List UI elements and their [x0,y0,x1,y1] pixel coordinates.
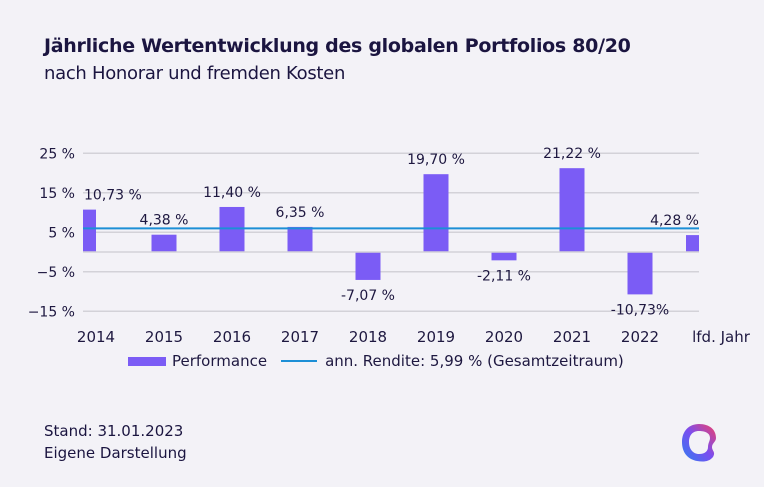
bar-data-label: -7,07 % [341,288,395,304]
bar-data-label: 11,40 % [203,185,261,201]
y-axis-labels: 25 % 15 % 5 % −5 % −15 % [28,146,75,320]
x-tick-label: 2018 [349,328,387,346]
x-tick-label: 2019 [417,328,455,346]
bar-data-label: 10,73 % [84,188,142,204]
bar-data-labels: 10,73 % 4,38 % 11,40 % 6,35 % -7,07 % 19,70 %… [84,146,699,318]
bar-2015 [151,234,177,252]
y-tick-label: 25 % [39,146,75,162]
bar-2016 [219,206,245,252]
x-tick-label: lfd. Jahr [692,328,751,346]
bar-2017 [287,226,313,252]
chart-subtitle: nach Honorar und fremden Kosten [44,63,346,84]
bar-2021 [559,168,585,252]
source-note: Eigene Darstellung [44,444,187,462]
bar-2019 [423,174,449,252]
bar-data-label: 6,35 % [276,205,325,221]
y-tick-label: −15 % [28,304,75,320]
legend: Performance ann. Rendite: 5,99 % (Gesamt… [128,352,624,370]
bar-data-label: 19,70 % [407,152,465,168]
bar-2018 [355,252,381,280]
chart-title: Jährliche Wertentwicklung des globalen P… [44,35,631,57]
legend-swatch-annual-return [281,360,318,362]
x-tick-label: 2017 [281,328,319,346]
bar-2022 [627,252,653,295]
y-tick-label: 15 % [39,186,75,202]
legend-label-performance: Performance [172,352,268,370]
legend-swatch-performance [128,356,166,366]
brand-logo-icon [682,424,716,462]
x-axis-labels: 2014 2015 2016 2017 2018 2019 2020 2021 2022 lfd.… [77,328,751,346]
bar-data-label: 21,22 % [543,146,601,162]
x-tick-label: 2014 [77,328,115,346]
x-tick-label: 2022 [621,328,659,346]
y-tick-label: 5 % [48,225,75,241]
x-tick-label: 2021 [553,328,591,346]
bar-data-label: 4,28 % [650,213,699,229]
legend-label-annual-return: ann. Rendite: 5,99 % (Gesamtzeitraum) [325,352,624,370]
bar-data-label: -10,73% [611,302,669,318]
x-tick-label: 2020 [485,328,523,346]
x-tick-label: 2015 [145,328,183,346]
x-tick-label: 2016 [213,328,251,346]
y-tick-label: −5 % [37,265,75,281]
bars [83,168,699,295]
footer: Stand: 31.01.2023 Eigene Darstellung [44,420,187,464]
bar-data-label: 4,38 % [140,213,189,229]
stand-date: Stand: 31.01.2023 [44,422,184,440]
bar-2020 [491,252,517,261]
bar-lfdJahr [686,235,699,252]
gridlines [83,152,699,312]
bar-data-label: -2,11 % [477,268,531,284]
bar-2014 [83,209,96,252]
